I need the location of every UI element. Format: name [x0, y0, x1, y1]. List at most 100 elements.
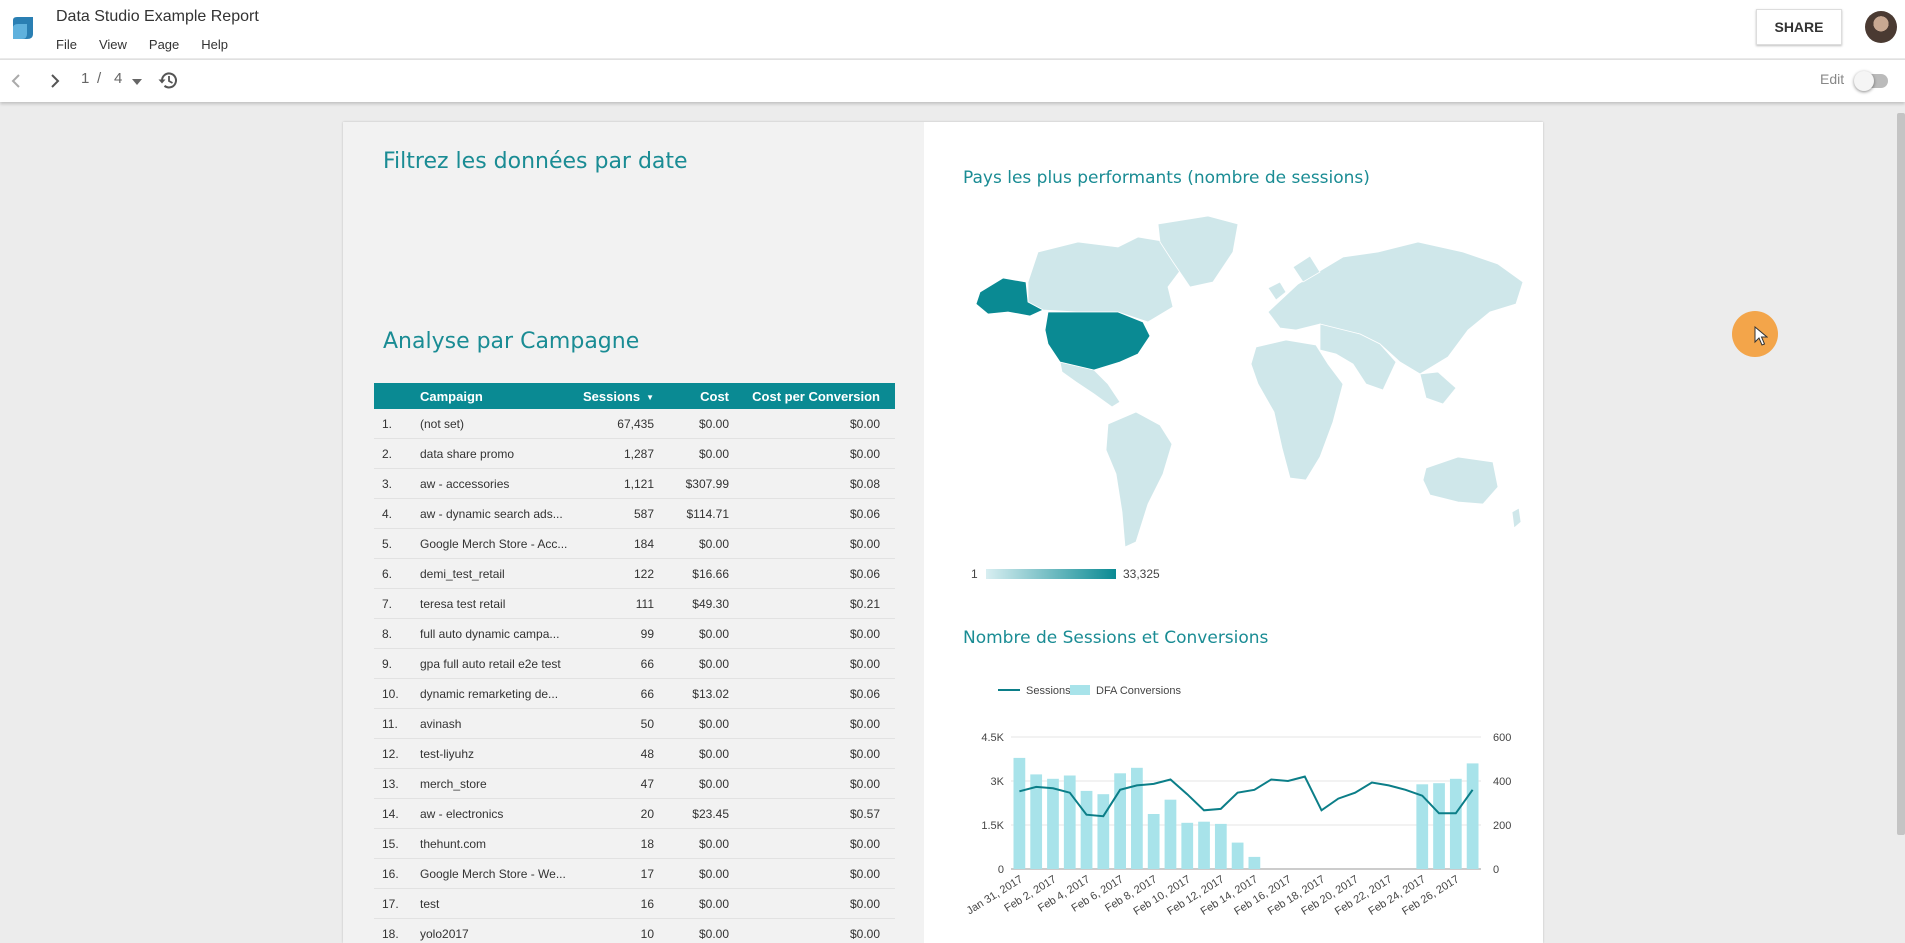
- map-new-zealand: [1511, 507, 1522, 529]
- sessions-value: 47: [640, 776, 654, 791]
- conversion-bar: [1131, 767, 1143, 869]
- page-current: 1: [81, 70, 90, 87]
- campaign-table: Campaign Sessions ▼ Cost Cost per Convers…: [374, 383, 895, 943]
- cost-per-conversion-value: $0.21: [849, 596, 880, 611]
- legend-gradient: [986, 569, 1116, 579]
- legend-sessions-label: Sessions: [1026, 685, 1071, 697]
- row-index: 11.: [382, 716, 398, 731]
- sessions-value: 184: [633, 536, 654, 551]
- table-row[interactable]: 11. avinash 50 $0.00 $0.00: [374, 709, 895, 739]
- row-index: 10.: [382, 686, 399, 701]
- campaign-name: merch_store: [420, 776, 487, 791]
- table-row[interactable]: 14. aw - electronics 20 $23.45 $0.57: [374, 799, 895, 829]
- cost-value: $0.00: [698, 866, 729, 881]
- menu-view[interactable]: View: [98, 37, 127, 52]
- menu-page[interactable]: Page: [148, 37, 180, 52]
- menu-file[interactable]: File: [56, 37, 77, 52]
- edit-toggle[interactable]: [1854, 71, 1888, 91]
- conversion-bar: [1214, 823, 1227, 869]
- y-left-tick: 3K: [991, 776, 1005, 788]
- table-row[interactable]: 4. aw - dynamic search ads... 587 $114.71 $…: [374, 499, 895, 529]
- campaign-name: Google Merch Store - We...: [420, 866, 566, 881]
- history-icon[interactable]: [158, 71, 179, 90]
- data-studio-logo-icon[interactable]: [9, 14, 37, 42]
- table-row[interactable]: 10. dynamic remarketing de... 66 $13.02 $0.0…: [374, 679, 895, 709]
- campaign-name: full auto dynamic campa...: [420, 626, 560, 641]
- campaign-name: test-liyuhz: [420, 746, 475, 761]
- table-row[interactable]: 13. merch_store 47 $0.00 $0.00: [374, 769, 895, 799]
- table-row[interactable]: 1. (not set) 67,435 $0.00 $0.00: [374, 409, 895, 439]
- table-body: 1. (not set) 67,435 $0.00 $0.00 2. data share …: [374, 409, 895, 943]
- cost-value: $307.99: [685, 476, 729, 491]
- legend-max: 33,325: [1123, 567, 1160, 581]
- cost-per-conversion-value: $0.06: [849, 506, 880, 521]
- cost-per-conversion-value: $0.57: [849, 806, 880, 821]
- cost-per-conversion-value: $0.06: [849, 566, 880, 581]
- map-south-america: [1105, 411, 1173, 548]
- cost-value: $13.02: [692, 686, 729, 701]
- table-row[interactable]: 9. gpa full auto retail e2e test 66 $0.00 $0…: [374, 649, 895, 679]
- world-map[interactable]: [968, 212, 1528, 557]
- table-row[interactable]: 8. full auto dynamic campa... 99 $0.00 $0.00: [374, 619, 895, 649]
- col-cost-per-conversion[interactable]: Cost per Conversion: [752, 388, 880, 404]
- conversion-bar: [1416, 784, 1429, 869]
- map-legend: 1 33,325: [971, 567, 1171, 583]
- y-right-tick: 0: [1493, 864, 1499, 876]
- sessions-value: 587: [633, 506, 654, 521]
- page-scrollbar[interactable]: [1897, 113, 1905, 835]
- table-row[interactable]: 15. thehunt.com 18 $0.00 $0.00: [374, 829, 895, 859]
- table-row[interactable]: 18. yolo2017 10 $0.00 $0.00: [374, 919, 895, 943]
- col-campaign[interactable]: Campaign: [420, 388, 483, 404]
- row-index: 1.: [382, 416, 393, 431]
- col-cost[interactable]: Cost: [700, 388, 729, 404]
- sessions-value: 111: [635, 596, 654, 611]
- map-southeast-asia: [1419, 371, 1457, 405]
- conversion-bar: [1080, 790, 1093, 869]
- conversion-bar: [1248, 856, 1261, 869]
- sessions-value: 66: [640, 656, 654, 671]
- cost-value: $0.00: [698, 536, 729, 551]
- row-index: 14.: [382, 806, 399, 821]
- sessions-value: 18: [640, 836, 654, 851]
- table-row[interactable]: 2. data share promo 1,287 $0.00 $0.00: [374, 439, 895, 469]
- conversion-bar: [1181, 822, 1194, 869]
- table-row[interactable]: 6. demi_test_retail 122 $16.66 $0.06: [374, 559, 895, 589]
- sessions-value: 20: [640, 806, 654, 821]
- campaign-name: yolo2017: [420, 926, 469, 941]
- conversion-bar: [1231, 842, 1244, 869]
- sort-desc-icon: ▼: [646, 392, 654, 402]
- table-row[interactable]: 5. Google Merch Store - Acc... 184 $0.00 $0.…: [374, 529, 895, 559]
- conversion-bar: [1097, 794, 1110, 869]
- share-button[interactable]: SHARE: [1756, 9, 1842, 45]
- row-index: 13.: [382, 776, 399, 791]
- cost-per-conversion-value: $0.00: [849, 836, 880, 851]
- avatar[interactable]: [1865, 11, 1897, 43]
- cost-value: $0.00: [698, 746, 729, 761]
- chevron-left-icon[interactable]: [10, 73, 24, 89]
- table-row[interactable]: 7. teresa test retail 111 $49.30 $0.21: [374, 589, 895, 619]
- conversion-bar: [1433, 783, 1445, 869]
- legend-conversions-swatch: [1070, 685, 1090, 695]
- chevron-right-icon[interactable]: [48, 73, 62, 89]
- cost-value: $0.00: [698, 416, 729, 431]
- legend-min: 1: [971, 567, 978, 581]
- cost-value: $0.00: [698, 896, 729, 911]
- campaign-name: (not set): [420, 416, 465, 431]
- table-row[interactable]: 17. test 16 $0.00 $0.00: [374, 889, 895, 919]
- report-title[interactable]: Data Studio Example Report: [56, 8, 259, 25]
- sessions-conversions-chart[interactable]: Sessions DFA Conversions 0 1.5K 3K 4.5K 0 200 40…: [958, 677, 1523, 943]
- col-sessions[interactable]: Sessions ▼: [580, 389, 654, 404]
- col-sessions-label: Sessions: [582, 388, 641, 404]
- table-row[interactable]: 3. aw - accessories 1,121 $307.99 $0.08: [374, 469, 895, 499]
- caret-down-icon[interactable]: [132, 79, 142, 85]
- table-row[interactable]: 12. test-liyuhz 48 $0.00 $0.00: [374, 739, 895, 769]
- map-heading: Pays les plus performants (nombre de ses…: [963, 168, 1370, 188]
- page-total[interactable]: 4: [114, 70, 123, 87]
- cost-value: $0.00: [698, 776, 729, 791]
- table-row[interactable]: 16. Google Merch Store - We... 17 $0.00 $0.0…: [374, 859, 895, 889]
- cost-per-conversion-value: $0.08: [849, 476, 880, 491]
- map-australia: [1422, 456, 1499, 505]
- menu-help[interactable]: Help: [201, 37, 229, 52]
- y-left-tick: 0: [998, 864, 1004, 876]
- row-index: 9.: [382, 656, 393, 671]
